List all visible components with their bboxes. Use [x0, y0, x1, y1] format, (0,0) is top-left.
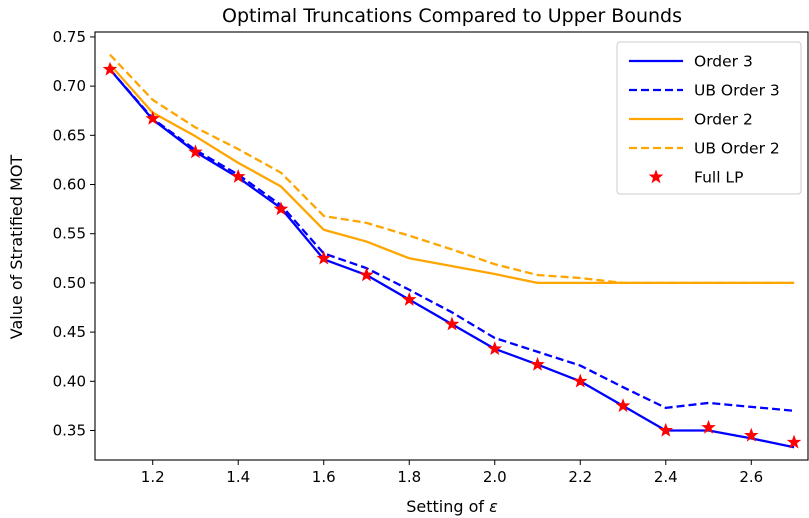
legend: Order 3 UB Order 3 Order 2 UB Order 2 Full L…: [616, 41, 802, 195]
legend-swatch-4: [648, 169, 664, 184]
legend-label-4: Full LP: [694, 169, 743, 187]
full-lp-point-10: [530, 356, 545, 371]
x-axis-label: Setting of ε: [406, 497, 498, 516]
legend-label-0: Order 3: [694, 53, 753, 71]
x-tick-label-2: 1.6: [312, 468, 336, 486]
series-line-3: [109, 53, 795, 285]
legend-label-3: UB Order 2: [694, 140, 780, 158]
full-lp-point-14: [701, 419, 716, 434]
legend-label-2: Order 2: [694, 111, 753, 129]
series-2: [109, 63, 795, 285]
axes-frame: [94, 31, 809, 461]
y-tick-label-3: 0.50: [53, 274, 86, 292]
full-lp-point-8: [444, 316, 460, 331]
y-tick-label-1: 0.40: [53, 372, 86, 390]
full-lp-point-3: [230, 168, 246, 183]
full-lp-point-2: [188, 144, 203, 159]
legend-label-1: UB Order 3: [694, 82, 780, 100]
y-tick-label-0: 0.35: [53, 421, 86, 439]
full-lp-point-13: [658, 422, 674, 437]
series-line-1: [109, 68, 795, 412]
series-line-2: [109, 63, 795, 285]
legend-entry-3: UB Order 2: [629, 140, 780, 158]
full-lp-point-16: [786, 434, 802, 449]
series-1: [109, 68, 795, 412]
x-tick-label-0: 1.2: [141, 468, 165, 486]
x-tick-label-1: 1.4: [226, 468, 250, 486]
series-layer: [102, 53, 802, 449]
legend-box: [616, 41, 802, 195]
full-lp-point-11: [572, 373, 588, 388]
full-lp-point-4: [273, 201, 289, 216]
x-tick-label-7: 2.6: [739, 468, 763, 486]
y-axis-label: Value of Stratified MOT: [7, 155, 26, 340]
full-lp-point-7: [401, 291, 417, 306]
y-tick-label-7: 0.70: [53, 77, 86, 95]
y-tick-label-5: 0.60: [53, 176, 86, 194]
chart-title: Optimal Truncations Compared to Upper Bo…: [222, 5, 682, 27]
y-tick-label-6: 0.65: [53, 126, 86, 144]
x-tick-label-5: 2.2: [568, 468, 592, 486]
y-tick-label-4: 0.55: [53, 225, 86, 243]
series-3: [109, 53, 795, 285]
x-tick-label-4: 2.0: [483, 468, 507, 486]
full-lp-point-6: [359, 267, 374, 282]
legend-entry-1: UB Order 3: [629, 82, 780, 100]
full-lp-point-9: [487, 341, 503, 356]
full-lp-point-1: [145, 110, 161, 125]
full-lp-point-12: [615, 398, 631, 413]
full-lp-point-0: [102, 61, 118, 76]
full-lp-point-15: [743, 427, 759, 442]
y-tick-label-8: 0.75: [53, 28, 86, 46]
legend-entry-2: Order 2: [629, 111, 753, 129]
legend-entry-4: Full LP: [648, 169, 743, 187]
y-tick-label-2: 0.45: [53, 323, 86, 341]
axes-layer: 1.2 1.4 1.6 1.8 2.0 2.2 2.4 2.6 0.35 0.40 0.45 0.50…: [53, 28, 809, 486]
legend-entry-0: Order 3: [629, 53, 753, 71]
x-tick-label-3: 1.8: [397, 468, 421, 486]
x-tick-label-6: 2.4: [654, 468, 678, 486]
full-lp-point-5: [316, 250, 332, 265]
series-4: [102, 61, 802, 449]
